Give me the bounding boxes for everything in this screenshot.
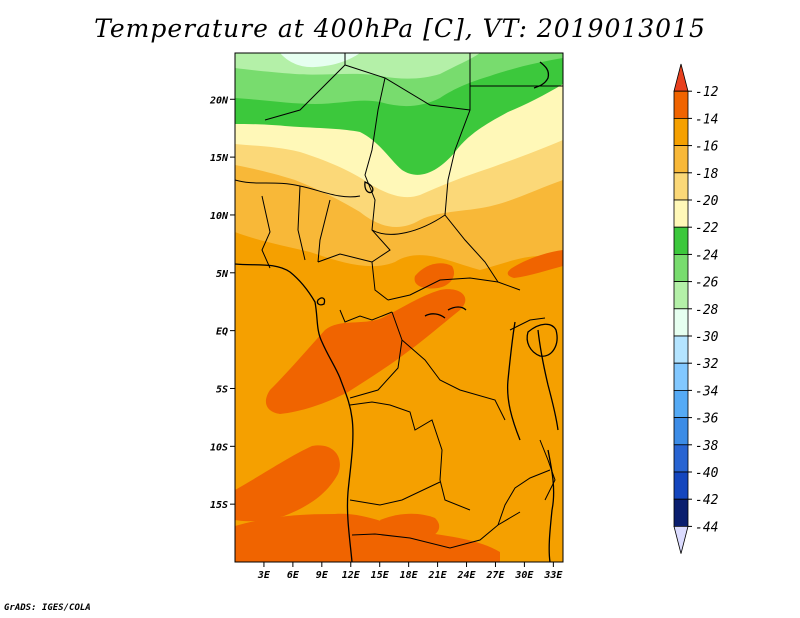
band-ice (280, 53, 360, 68)
lon-tick-label: 33E (543, 570, 563, 581)
colorbar-label: -24 (695, 248, 718, 263)
lat-tick-label: EQ (216, 327, 228, 338)
colorbar-label: -42 (695, 493, 719, 508)
colorbar-label: -26 (695, 276, 719, 291)
colorbar-swatch-10 (673, 335, 689, 364)
lat-tick-label: 15S (210, 500, 228, 511)
lon-tick-label: 12E (342, 570, 361, 581)
warm-patch-central (265, 289, 466, 414)
colorbar-swatch-1 (673, 90, 689, 119)
lat-tick-label: 15N (210, 153, 229, 164)
country-borders (235, 53, 563, 549)
colorbar-label: -30 (695, 330, 719, 345)
colorbar-label: -12 (695, 85, 719, 100)
lon-tick-label: 30E (514, 570, 534, 581)
lat-tick-label: 5N (216, 269, 229, 280)
latitude-axis: 20N 15N 10N 5N EQ 5S 10S 15S (209, 95, 235, 511)
lat-tick-label: 10S (210, 442, 228, 453)
colorbar-swatch-7 (673, 253, 689, 282)
colorbar-swatch-16 (673, 498, 689, 527)
lat-tick-label: 20N (209, 95, 229, 106)
colorbar-swatch-17 (673, 526, 689, 554)
colorbar-swatch-12 (673, 389, 689, 418)
map-frame (234, 52, 564, 563)
colorbar-swatch-6 (673, 226, 689, 255)
colorbar-swatch-8 (673, 281, 689, 310)
colorbar-swatch-11 (673, 362, 689, 391)
colorbar-label: -34 (695, 384, 718, 399)
lon-tick-label: 21E (428, 570, 448, 581)
colorbar-label: -36 (695, 412, 719, 427)
colorbar-label: -40 (695, 466, 719, 481)
warm-patch-north (414, 263, 455, 289)
lon-tick-label: 18E (400, 570, 419, 581)
lat-tick-label: 5S (216, 384, 228, 395)
colorbar-swatch-13 (673, 417, 689, 446)
lon-tick-label: 15E (371, 570, 390, 581)
colorbar-label: -20 (695, 194, 719, 209)
coastlines (235, 61, 559, 562)
colorbar-swatch-3 (673, 145, 689, 174)
colorbar-label: -38 (695, 439, 719, 454)
colorbar-swatch-15 (673, 471, 689, 500)
colorbar-label: -44 (695, 520, 718, 535)
colorbar-label: -28 (695, 303, 719, 318)
lon-tick-label: 24E (456, 570, 476, 581)
colorbar-label: -32 (695, 357, 719, 372)
lon-tick-label: 9E (316, 570, 329, 581)
longitude-axis: 3E 6E 9E 12E 15E 18E 21E 24E 27E 30E 33E (257, 562, 563, 581)
colorbar-swatch-2 (673, 118, 689, 147)
warm-patch-east (507, 250, 563, 278)
colorbar-label: -14 (695, 112, 718, 127)
grads-credit: GrADS: IGES/COLA (4, 603, 91, 613)
map-title: Temperature at 400hPa [C], VT: 201901301… (94, 14, 706, 43)
colorbar-swatch-5 (673, 199, 689, 228)
colorbar: -12 -14 -16 -18 -20 -22 -24 -26 -28 -30 -32 -34 -36 -… (673, 63, 719, 554)
colorbar-swatch-9 (673, 308, 689, 337)
temperature-field (235, 53, 563, 562)
lon-tick-label: 6E (287, 570, 300, 581)
colorbar-swatch-4 (673, 172, 689, 201)
colorbar-label: -18 (695, 167, 719, 182)
warm-patch-southwest (235, 445, 340, 522)
warm-patch-south (235, 513, 500, 562)
lat-tick-label: 10N (210, 211, 229, 222)
colorbar-label: -22 (695, 221, 719, 236)
colorbar-swatch-14 (673, 444, 689, 473)
colorbar-label: -16 (695, 140, 719, 155)
lon-tick-label: 27E (485, 570, 505, 581)
lon-tick-label: 3E (257, 570, 271, 581)
colorbar-swatch-0 (673, 63, 689, 92)
warm-patch-southeast (380, 513, 440, 541)
